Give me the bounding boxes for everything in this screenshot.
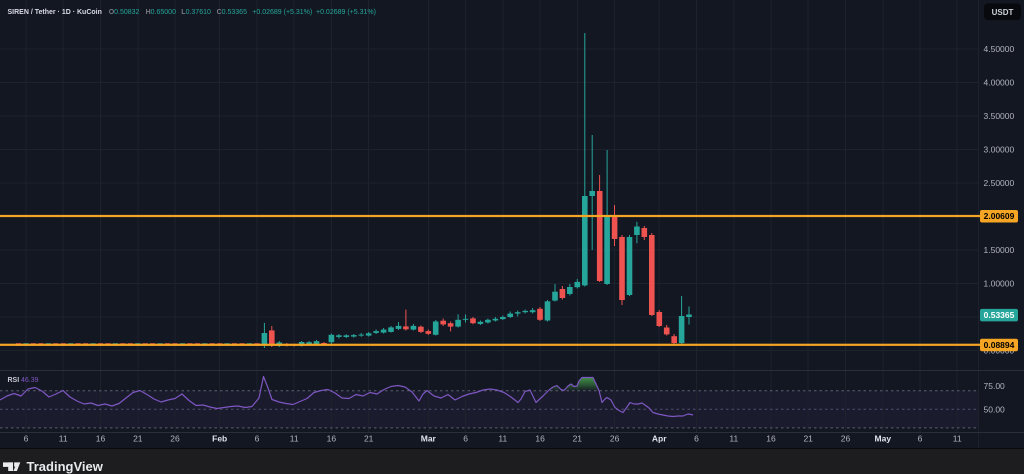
svg-text:Mar: Mar — [421, 434, 437, 444]
svg-text:11: 11 — [59, 434, 68, 444]
svg-text:11: 11 — [290, 434, 299, 444]
svg-text:H0.65000: H0.65000 — [146, 9, 176, 16]
svg-text:16: 16 — [96, 434, 106, 444]
svg-text:6: 6 — [24, 434, 29, 444]
svg-text:C0.53365: C0.53365 — [217, 9, 247, 16]
svg-text:Apr: Apr — [652, 434, 667, 444]
svg-text:11: 11 — [729, 434, 738, 444]
svg-text:46.39: 46.39 — [21, 377, 39, 384]
svg-text:2.00609: 2.00609 — [984, 211, 1015, 221]
svg-text:+0.02689 (+5.31%): +0.02689 (+5.31%) — [252, 9, 312, 16]
svg-text:6: 6 — [463, 434, 468, 444]
svg-text:1.00000: 1.00000 — [984, 278, 1015, 288]
svg-text:O0.50832: O0.50832 — [109, 9, 140, 16]
svg-text:3.00000: 3.00000 — [984, 144, 1015, 154]
svg-text:21: 21 — [364, 434, 374, 444]
svg-text:TradingView: TradingView — [27, 459, 104, 474]
svg-text:26: 26 — [170, 434, 180, 444]
svg-text:50.00: 50.00 — [984, 404, 1006, 414]
svg-text:16: 16 — [766, 434, 776, 444]
svg-text:26: 26 — [610, 434, 620, 444]
svg-text:21: 21 — [133, 434, 143, 444]
svg-text:1.50000: 1.50000 — [984, 245, 1015, 255]
svg-text:2.50000: 2.50000 — [984, 178, 1015, 188]
svg-text:May: May — [875, 434, 892, 444]
svg-text:SIREN / Tether · 1D · KuCoin: SIREN / Tether · 1D · KuCoin — [8, 9, 102, 16]
svg-text:16: 16 — [327, 434, 337, 444]
svg-text:16: 16 — [535, 434, 545, 444]
svg-text:L0.37610: L0.37610 — [181, 9, 211, 16]
svg-text:26: 26 — [841, 434, 851, 444]
svg-text:+0.02689 (+5.31%): +0.02689 (+5.31%) — [316, 9, 376, 16]
svg-text:Feb: Feb — [212, 434, 227, 444]
svg-text:USDT: USDT — [992, 8, 1014, 17]
svg-text:6: 6 — [255, 434, 260, 444]
svg-text:4.00000: 4.00000 — [984, 77, 1015, 87]
svg-text:21: 21 — [573, 434, 583, 444]
svg-text:11: 11 — [498, 434, 507, 444]
svg-text:11: 11 — [953, 434, 962, 444]
svg-text:0.08894: 0.08894 — [984, 340, 1015, 350]
svg-text:6: 6 — [694, 434, 699, 444]
svg-text:4.50000: 4.50000 — [984, 44, 1015, 54]
svg-text:75.00: 75.00 — [984, 381, 1006, 391]
svg-text:21: 21 — [803, 434, 813, 444]
svg-text:6: 6 — [918, 434, 923, 444]
svg-text:RSI: RSI — [8, 377, 20, 384]
svg-text:3.50000: 3.50000 — [984, 111, 1015, 121]
svg-text:0.53365: 0.53365 — [984, 310, 1015, 320]
